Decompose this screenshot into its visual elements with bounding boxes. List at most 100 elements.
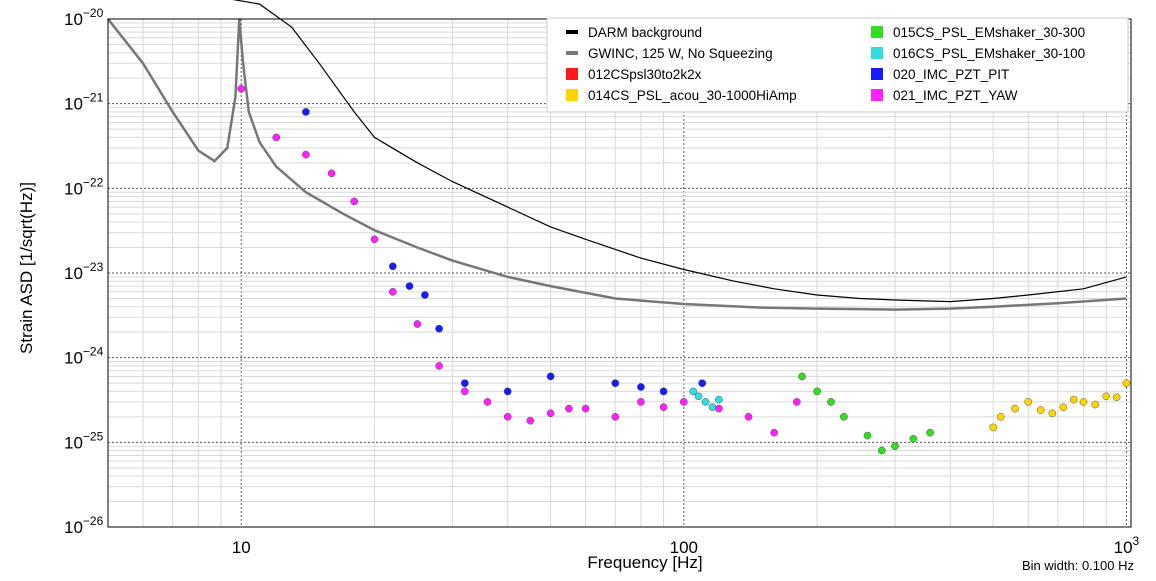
data-point <box>689 387 698 396</box>
data-point <box>435 324 443 333</box>
data-point <box>1036 406 1045 414</box>
data-point <box>715 404 723 413</box>
data-point <box>996 412 1005 421</box>
data-point <box>659 387 668 396</box>
data-point <box>863 431 872 440</box>
legend-swatch <box>566 68 578 80</box>
legend-swatch <box>566 30 578 34</box>
data-point <box>1024 398 1033 406</box>
x-tick-label: 100 <box>670 538 698 557</box>
series-layer <box>107 0 1131 455</box>
data-point <box>659 403 668 412</box>
legend-swatch <box>566 51 578 55</box>
data-point <box>483 398 492 406</box>
legend-swatch <box>871 89 883 101</box>
legend-swatch <box>871 26 883 38</box>
data-point <box>1011 404 1019 413</box>
data-point <box>909 434 918 443</box>
data-point <box>744 412 753 421</box>
series-020-imc-pzt-pit <box>302 108 707 396</box>
data-point <box>388 287 397 296</box>
data-point <box>798 372 806 381</box>
data-point <box>370 235 379 244</box>
data-point <box>989 423 998 432</box>
data-point <box>840 412 848 421</box>
data-point <box>405 282 414 290</box>
tick-labels: 10 100 103 10−26 10−25 10−24 10−23 10−22 10−21 10… <box>64 6 1140 557</box>
series-016cs-psl-emshaker-30-100 <box>689 387 723 412</box>
series-line <box>232 0 1127 303</box>
data-point <box>546 409 555 418</box>
data-point <box>503 412 512 421</box>
data-point <box>565 404 573 413</box>
data-point <box>1079 398 1088 406</box>
y-tick-label: 10−21 <box>64 91 104 114</box>
data-point <box>611 412 620 421</box>
x-tick-label: 103 <box>1114 534 1140 557</box>
data-point <box>611 379 620 388</box>
legend: DARM background GWINC, 125 W, No Squeezin… <box>546 17 1129 113</box>
data-point <box>1069 395 1078 404</box>
data-point <box>1102 392 1110 401</box>
y-tick-label: 10−22 <box>64 175 104 198</box>
x-axis-label: Frequency [Hz] <box>587 553 702 572</box>
data-point <box>1048 409 1057 418</box>
data-point <box>526 416 535 425</box>
data-point <box>680 398 688 406</box>
bin-width-note: Bin width: 0.100 Hz <box>1022 558 1134 573</box>
y-tick-label: 10−26 <box>64 514 104 537</box>
data-point <box>435 362 443 370</box>
data-point <box>708 403 717 412</box>
data-point <box>302 150 310 159</box>
data-point <box>701 398 710 406</box>
data-point <box>388 262 397 271</box>
y-tick-label: 10−20 <box>64 6 104 29</box>
data-point <box>770 428 779 437</box>
data-point <box>327 169 336 178</box>
legend-label: 021_IMC_PZT_YAW <box>893 88 1018 103</box>
data-point <box>350 197 359 206</box>
data-point <box>926 428 934 437</box>
legend-label: 020_IMC_PZT_PIT <box>893 67 1009 82</box>
data-point <box>546 372 555 381</box>
data-point <box>715 395 723 404</box>
legend-label: 014CS_PSL_acou_30-1000HiAmp <box>588 88 797 103</box>
series-gwinc-125-w-no-squeezing <box>107 18 1127 311</box>
legend-box <box>546 17 1129 113</box>
data-point <box>460 379 469 388</box>
series-014cs-psl-acou-30-1000hiamp <box>989 379 1131 432</box>
data-point <box>302 108 310 116</box>
y-tick-label: 10−24 <box>64 345 104 368</box>
legend-label: 016CS_PSL_EMshaker_30-100 <box>893 46 1085 61</box>
data-point <box>503 387 512 396</box>
data-point <box>813 387 821 396</box>
series-015cs-psl-emshaker-30-300 <box>798 372 934 455</box>
y-tick-label: 10−23 <box>64 260 104 283</box>
y-axis-label: Strain ASD [1/sqrt(Hz)] <box>17 182 36 354</box>
series-021-imc-pzt-yaw <box>237 85 801 437</box>
data-point <box>793 398 801 406</box>
data-point <box>878 446 886 455</box>
legend-swatch <box>871 47 883 59</box>
x-tick-label: 10 <box>232 538 251 557</box>
data-point <box>1122 379 1131 388</box>
data-point <box>1059 403 1068 412</box>
data-point <box>637 398 645 406</box>
data-point <box>1112 393 1121 402</box>
legend-label: DARM background <box>588 25 702 40</box>
data-point <box>827 398 835 406</box>
data-point <box>413 320 422 328</box>
data-point <box>272 133 281 142</box>
data-point <box>694 392 703 401</box>
legend-label: 015CS_PSL_EMshaker_30-300 <box>893 25 1085 40</box>
legend-label: GWINC, 125 W, No Squeezing <box>588 46 773 61</box>
data-point <box>1091 400 1099 409</box>
legend-swatch <box>871 68 883 80</box>
data-point <box>421 291 429 299</box>
data-point <box>637 383 645 391</box>
y-tick-label: 10−25 <box>64 429 104 452</box>
series-darm-background <box>232 0 1127 303</box>
data-point <box>891 442 899 451</box>
data-point <box>698 379 707 388</box>
